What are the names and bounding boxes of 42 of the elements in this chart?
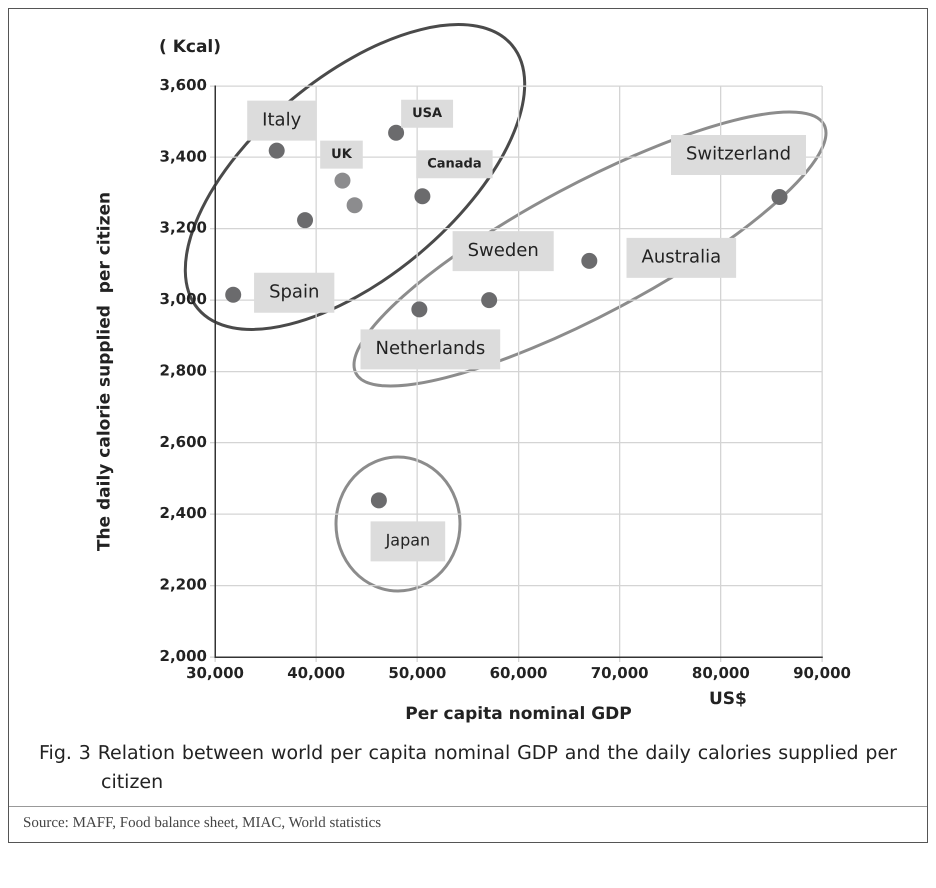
x-tick-label: 80,000 <box>692 664 750 682</box>
x-tick-label: 30,000 <box>186 664 244 682</box>
y-tick-label: 2,000 <box>160 646 207 665</box>
x-axis-title: Per capita nominal GDP <box>405 704 632 724</box>
caption: Fig. 3 Relation between world per capita nominal GDP and the daily calories supplied per citizen <box>39 741 897 794</box>
point <box>225 286 242 303</box>
annotation: Sweden <box>468 240 539 261</box>
annotation: Japan <box>384 530 430 550</box>
annotation: UK <box>331 146 353 162</box>
text: ( Kcal) <box>159 37 222 57</box>
x-tick-label: 70,000 <box>590 664 649 682</box>
annotation: Italy <box>262 109 302 130</box>
annotation: Switzerland <box>686 144 792 165</box>
text: US$ <box>709 689 747 709</box>
y-tick-label: 3,600 <box>160 76 207 94</box>
point <box>581 252 598 269</box>
x-tick-label: 40,000 <box>287 664 346 682</box>
x-tick-label: 60,000 <box>490 664 548 682</box>
y-tick-label: 2,800 <box>160 361 207 380</box>
annotation: Australia <box>642 246 722 268</box>
point <box>411 301 428 318</box>
annotation: Spain <box>269 281 320 302</box>
annotation: Netherlands <box>375 338 486 360</box>
y-axis-title: The daily calorie supplied per citizen <box>94 192 115 552</box>
y-tick-label: 2,600 <box>160 432 207 451</box>
point <box>334 172 350 189</box>
point <box>370 492 387 508</box>
annotation: Canada <box>427 156 482 172</box>
point <box>268 142 285 159</box>
point <box>388 124 404 141</box>
annotation: USA <box>412 106 442 122</box>
point <box>346 197 363 214</box>
y-tick-label: 3,400 <box>160 147 207 166</box>
point <box>297 212 314 228</box>
y-tick-label: 2,200 <box>160 576 207 594</box>
point <box>772 188 788 205</box>
source-note: Source: MAFF, Food balance sheet, MIAC, World statistics <box>9 806 927 842</box>
x-tick-label: 50,000 <box>388 664 446 682</box>
x-tick-label: 90,000 <box>793 664 851 682</box>
point <box>414 188 430 204</box>
y-tick-label: 2,400 <box>160 504 207 522</box>
point <box>481 292 498 308</box>
